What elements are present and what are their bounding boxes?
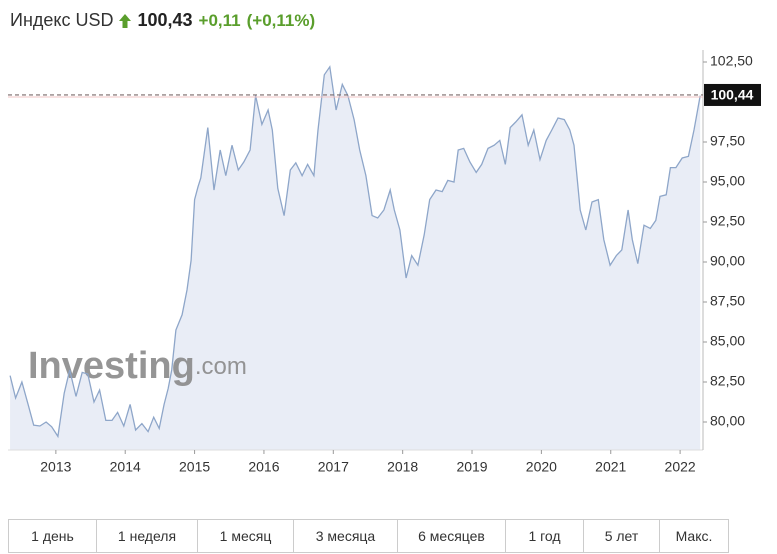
x-tick-label: 2020 (526, 459, 557, 475)
period-button[interactable]: 1 день (9, 520, 97, 552)
chart-title: Индекс USD (10, 10, 114, 30)
period-button[interactable]: 6 месяцев (398, 520, 506, 552)
header: Индекс USD 100,43 +0,11 (+0,11%) (10, 10, 315, 31)
x-tick-label: 2022 (665, 459, 696, 475)
x-tick-label: 2019 (456, 459, 487, 475)
y-tick-label: 82,50 (710, 373, 745, 389)
y-tick-label: 90,00 (710, 253, 745, 269)
y-tick-label: 80,00 (710, 413, 745, 429)
period-button[interactable]: 1 неделя (97, 520, 198, 552)
y-tick-label: 92,50 (710, 213, 745, 229)
price: 100,43 (137, 10, 193, 30)
x-tick-label: 2015 (179, 459, 210, 475)
x-tick-label: 2017 (318, 459, 349, 475)
up-arrow (119, 13, 132, 28)
y-tick-label: 97,50 (710, 133, 745, 149)
x-tick-label: 2013 (40, 459, 71, 475)
x-tick-label: 2014 (110, 459, 141, 475)
y-tick-label: 102,50 (710, 53, 753, 69)
change-pct: (+0,11%) (246, 10, 316, 30)
y-tick-label: 85,00 (710, 333, 745, 349)
x-tick-label: 2016 (248, 459, 279, 475)
period-buttons: 1 день 1 неделя 1 месяц 3 месяца 6 месяцев 1 … (8, 519, 729, 553)
watermark: Investing.com (28, 345, 247, 387)
current-label: 100,44 (711, 87, 754, 103)
period-button[interactable]: 1 год (506, 520, 584, 552)
x-tick-label: 2021 (595, 459, 626, 475)
period-button[interactable]: 5 лет (584, 520, 660, 552)
y-tick-label: 95,00 (710, 173, 745, 189)
period-button[interactable]: 1 месяц (198, 520, 294, 552)
change: +0,11 (198, 10, 241, 30)
watermark-main: Investing (28, 345, 195, 387)
period-button[interactable]: 3 месяца (294, 520, 398, 552)
watermark-suffix: .com (195, 353, 247, 380)
area (10, 66, 701, 451)
chart: Investing.com 80,00 82,50 85,00 87,50 90,00 9… (8, 50, 761, 475)
current-label-bg (704, 83, 761, 106)
period-button[interactable]: Макс. (675, 528, 713, 544)
line (9, 65, 701, 439)
x-tick-label: 2018 (387, 459, 418, 475)
y-tick-label: 87,50 (710, 293, 745, 309)
